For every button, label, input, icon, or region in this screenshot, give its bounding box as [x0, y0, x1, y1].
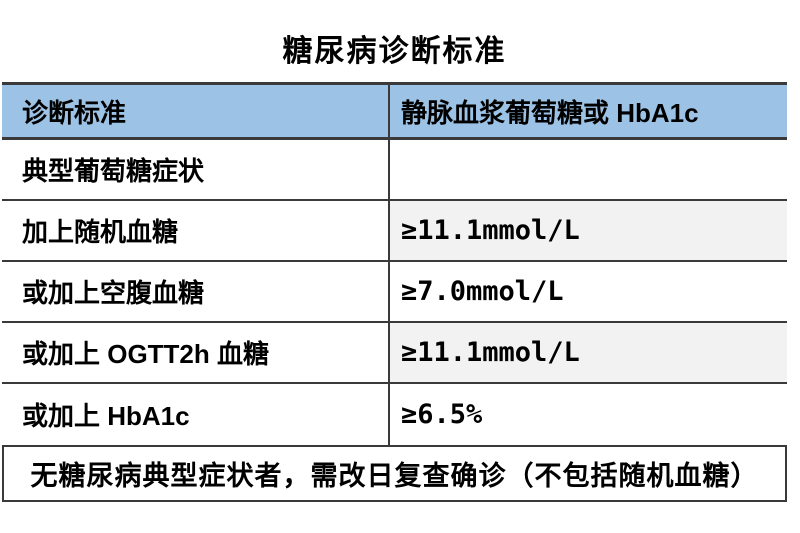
value-cell: ≥11.1mmol/L [388, 201, 787, 260]
table-body: 典型葡萄糖症状 加上随机血糖 ≥11.1mmol/L 或加上空腹血糖 ≥7.0m… [2, 140, 787, 445]
criterion-cell: 或加上空腹血糖 [22, 278, 205, 308]
table-header-row: 诊断标准 静脉血浆葡萄糖或 HbA1c [2, 82, 787, 140]
page-title: 糖尿病诊断标准 [282, 35, 507, 68]
table-row: 加上随机血糖 ≥11.1mmol/L [2, 201, 787, 262]
table-footnote: 无糖尿病典型症状者，需改日复查确诊（不包括随机血糖） [2, 445, 787, 502]
value-cell: ≥6.5% [388, 384, 787, 445]
value-cell: ≥7.0mmol/L [388, 262, 787, 321]
criterion-cell: 加上随机血糖 [22, 217, 179, 247]
table-row: 或加上空腹血糖 ≥7.0mmol/L [2, 262, 787, 323]
table-row: 或加上 HbA1c ≥6.5% [2, 384, 787, 445]
table-row: 或加上 OGTT2h 血糖 ≥11.1mmol/L [2, 323, 787, 384]
column-header-criterion: 诊断标准 [22, 97, 127, 128]
value-cell [388, 140, 787, 199]
diagnosis-criteria-table: 诊断标准 静脉血浆葡萄糖或 HbA1c 典型葡萄糖症状 加上随机血糖 ≥11.1… [2, 82, 787, 502]
value-cell: ≥11.1mmol/L [388, 323, 787, 382]
criterion-cell: 或加上 OGTT2h 血糖 [22, 339, 270, 369]
table-row: 典型葡萄糖症状 [2, 140, 787, 201]
criterion-cell: 典型葡萄糖症状 [22, 156, 205, 186]
column-header-value: 静脉血浆葡萄糖或 HbA1c [388, 85, 787, 137]
criterion-cell: 或加上 HbA1c [22, 401, 190, 431]
